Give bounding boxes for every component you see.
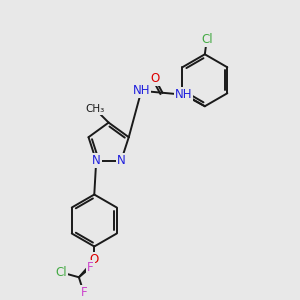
- Text: F: F: [87, 261, 94, 274]
- Text: O: O: [150, 72, 159, 85]
- Text: N: N: [92, 154, 100, 167]
- Text: CH₃: CH₃: [85, 104, 105, 114]
- Text: F: F: [80, 286, 87, 299]
- Text: NH: NH: [133, 84, 150, 97]
- Text: N: N: [117, 154, 125, 167]
- Text: NH: NH: [175, 88, 192, 101]
- Text: Cl: Cl: [56, 266, 68, 279]
- Text: Cl: Cl: [201, 33, 213, 46]
- Text: O: O: [90, 254, 99, 266]
